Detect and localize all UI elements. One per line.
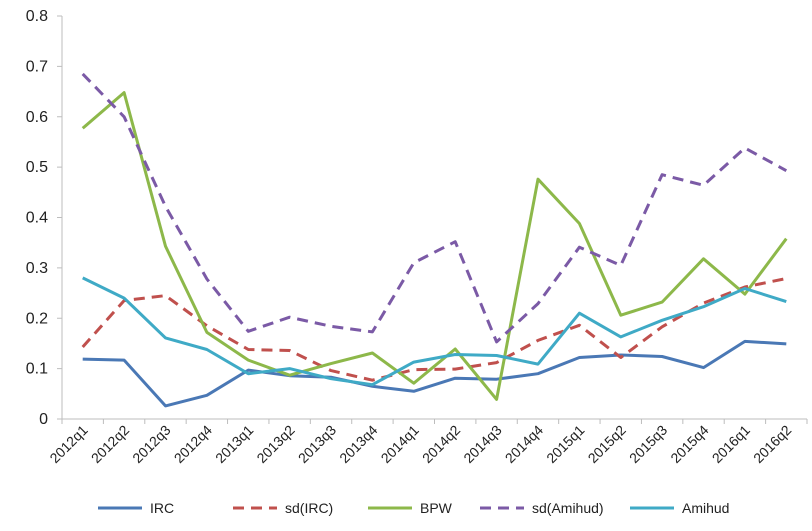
x-tick-label: 2012q4 <box>171 422 215 466</box>
legend-label: Amihud <box>682 500 729 516</box>
x-tick-label: 2015q4 <box>667 422 711 466</box>
legend-label: BPW <box>420 500 453 516</box>
legend-item: Amihud <box>630 500 729 516</box>
x-axis-ticks: 2012q12012q22012q32012q42013q12013q22013… <box>46 419 808 466</box>
y-tick-label: 0 <box>39 411 48 428</box>
y-tick-label: 0.4 <box>26 210 48 227</box>
x-tick-label: 2013q2 <box>253 422 297 466</box>
y-tick-label: 0.2 <box>26 310 48 327</box>
x-tick-label: 2014q1 <box>378 422 422 466</box>
x-tick-label: 2014q3 <box>460 422 504 466</box>
x-tick-label: 2012q3 <box>129 422 173 466</box>
y-tick-label: 0.6 <box>26 109 48 126</box>
series-line-bpw <box>81 91 788 401</box>
legend-label: IRC <box>150 500 174 516</box>
x-tick-label: 2013q3 <box>295 422 339 466</box>
legend-label: sd(Amihud) <box>532 500 604 516</box>
series-line-amihud <box>82 276 787 387</box>
x-tick-label: 2014q2 <box>419 422 463 466</box>
series-lines <box>81 72 788 408</box>
legend-item: IRC <box>98 500 174 516</box>
y-tick-label: 0.3 <box>26 260 48 277</box>
x-tick-label: 2013q4 <box>336 422 380 466</box>
legend-item: BPW <box>368 500 453 516</box>
x-tick-label: 2015q3 <box>626 422 670 466</box>
y-axis-ticks: 0 0.1 0.2 0.3 0.4 0.5 0.6 0.7 0.8 <box>26 8 62 428</box>
series-line-irc <box>82 339 787 408</box>
x-tick-label: 2012q1 <box>46 422 90 466</box>
y-tick-label: 0.8 <box>26 8 48 25</box>
y-tick-label: 0.5 <box>26 159 48 176</box>
y-tick-label: 0.1 <box>26 361 48 378</box>
y-tick-label: 0.7 <box>26 58 48 75</box>
legend-item: sd(Amihud) <box>480 500 604 516</box>
x-tick-label: 2015q1 <box>543 422 587 466</box>
x-tick-label: 2016q1 <box>709 422 753 466</box>
x-tick-label: 2013q1 <box>212 422 256 466</box>
x-tick-label: 2016q2 <box>750 422 794 466</box>
x-tick-label: 2012q2 <box>88 422 132 466</box>
x-tick-label: 2014q4 <box>502 422 546 466</box>
x-tick-label: 2015q2 <box>585 422 629 466</box>
legend-label: sd(IRC) <box>285 500 333 516</box>
legend: IRC sd(IRC) BPW sd(Amihud) Amihud <box>98 500 729 516</box>
series-line-sd-amihud <box>81 72 788 344</box>
legend-item: sd(IRC) <box>233 500 333 516</box>
